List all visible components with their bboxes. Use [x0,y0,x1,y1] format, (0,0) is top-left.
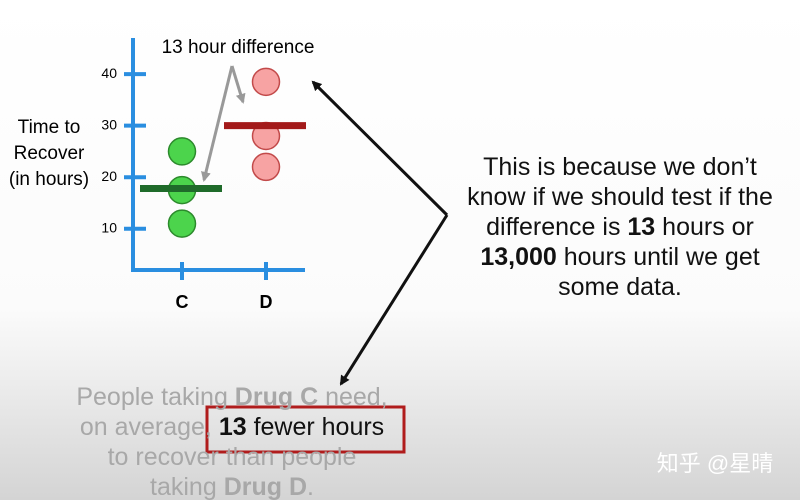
x-tick-label: D [260,292,273,312]
x-tick-label: C [176,292,189,312]
y-tick-label: 30 [101,116,117,132]
text-run: taking [150,473,224,500]
text-run: need, [318,383,388,411]
watermark: 知乎 @星晴 [657,451,773,476]
caption-line: People taking Drug C need, [76,383,387,411]
y-tick-label: 20 [101,168,117,184]
text-run: hours until we get [557,243,760,271]
y-tick-label: 40 [101,65,117,81]
explanation-line: 13,000 hours until we get [480,243,759,271]
data-point [251,152,281,182]
data-point [167,209,197,238]
data-point [167,137,197,166]
text-run: fewer hours [247,413,385,441]
data-point [251,67,281,97]
text-run: Drug C [235,383,318,411]
text-run: know if we should test if the [467,183,773,211]
text-run: 13 [219,413,247,441]
caption-line: on average, 13 fewer hours [80,413,384,441]
text-run: . [307,473,314,500]
arrow [201,65,234,182]
text-run: 13,000 [480,243,556,271]
annotation: 13 hour difference [162,37,315,58]
arrow [230,65,246,104]
highlight-box [205,405,406,454]
arrows [201,65,449,386]
explanation-line: know if we should test if the [467,183,773,211]
explanation-line: some data. [558,273,682,301]
y-axis-label: Time to [18,117,81,138]
arrow [339,214,449,386]
text-run: to recover than people [108,443,357,471]
text-run: on average, [80,413,219,441]
y-tick-label: 10 [101,219,117,235]
text-run: Drug D [224,473,307,500]
text-run: difference is [486,213,627,241]
text-run: some data. [558,273,682,301]
text-run: hours or [655,213,754,241]
y-axis-label: (in hours) [9,169,89,190]
text-run: This is because we don’t [483,153,757,181]
caption-line: taking Drug D. [150,473,314,500]
caption-line: to recover than people [108,443,357,471]
arrow [311,80,449,217]
y-axis-label: Recover [14,143,85,164]
text-run: People taking [76,383,234,411]
explanation-line: This is because we don’t [483,153,757,181]
explanation-line: difference is 13 hours or [486,213,754,241]
text-run: 13 [627,213,655,241]
